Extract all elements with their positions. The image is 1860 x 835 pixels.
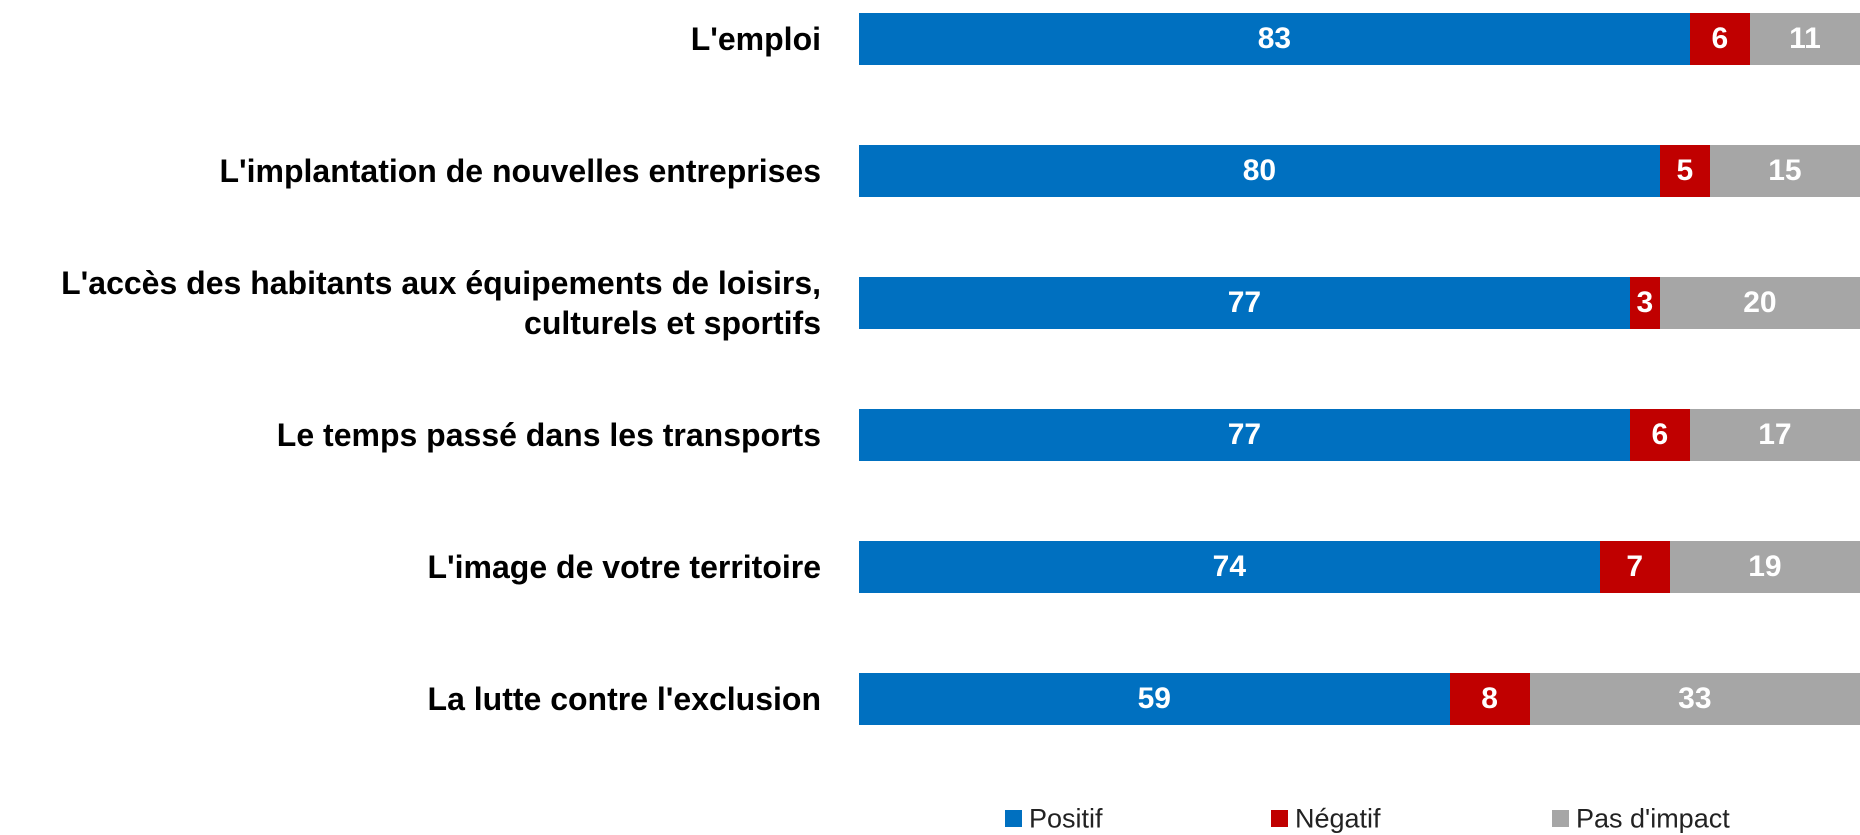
value-label: 83	[1257, 22, 1292, 55]
value-label: 3	[1636, 286, 1654, 319]
category-label: L'accès des habitants aux équipements de…	[61, 265, 821, 341]
bar-segment	[1599, 541, 1670, 593]
value-label: 20	[1743, 286, 1777, 319]
value-label: 6	[1651, 418, 1669, 451]
bar-segment	[1629, 409, 1690, 461]
legend-swatch	[1271, 810, 1288, 827]
category-label: La lutte contre l'exclusion	[427, 681, 821, 717]
value-label: 33	[1678, 682, 1712, 715]
value-label: 17	[1758, 418, 1792, 451]
category-label: L'image de votre territoire	[427, 549, 822, 585]
value-label: 77	[1227, 286, 1262, 319]
legend-label: Pas d'impact	[1576, 803, 1730, 834]
bar-segment	[1669, 541, 1860, 593]
value-label: 7	[1626, 550, 1644, 583]
value-label: 19	[1748, 550, 1782, 583]
bar-segment	[1709, 145, 1860, 197]
value-label: 80	[1242, 154, 1277, 187]
bar-segment	[1689, 409, 1860, 461]
value-label: 74	[1212, 550, 1247, 583]
category-label: L'emploi	[690, 21, 821, 57]
bar-segment	[859, 277, 1630, 329]
bar-segment	[859, 541, 1600, 593]
bar-segment	[1689, 13, 1750, 65]
value-label: 15	[1768, 154, 1802, 187]
legend-label: Négatif	[1295, 803, 1381, 834]
value-label: 5	[1676, 154, 1694, 187]
value-label: 59	[1137, 682, 1171, 715]
bar-segment	[859, 13, 1690, 65]
category-label: L'implantation de nouvelles entreprises	[219, 153, 821, 189]
legend-label: Positif	[1029, 803, 1103, 834]
value-label: 77	[1227, 418, 1262, 451]
value-label: 6	[1711, 22, 1729, 55]
bar-segment	[859, 145, 1660, 197]
value-label: 11	[1789, 22, 1821, 55]
bar-segment	[859, 409, 1630, 461]
legend-swatch	[1005, 810, 1022, 827]
bar-segment	[1449, 673, 1530, 725]
bar-segment	[859, 673, 1450, 725]
legend-swatch	[1552, 810, 1569, 827]
bar-segment	[1529, 673, 1860, 725]
value-label: 8	[1481, 682, 1498, 715]
bar-segment	[1749, 13, 1860, 65]
bar-segment	[1659, 277, 1860, 329]
bar-segment	[1659, 145, 1710, 197]
category-label: Le temps passé dans les transports	[276, 417, 821, 453]
bar-segment	[1629, 277, 1660, 329]
